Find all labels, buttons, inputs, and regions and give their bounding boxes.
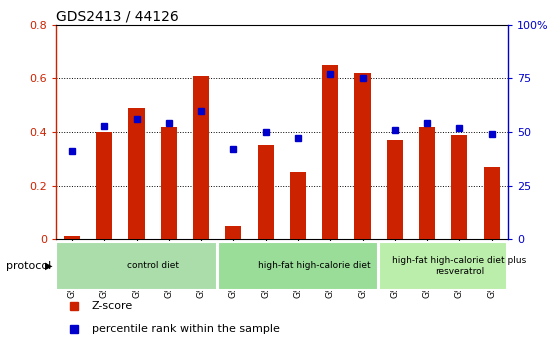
Bar <box>64 236 80 239</box>
Bar <box>419 127 435 239</box>
Bar <box>387 140 403 239</box>
Text: GDS2413 / 44126: GDS2413 / 44126 <box>56 10 179 24</box>
Bar <box>218 242 378 290</box>
Bar <box>379 242 507 290</box>
Bar <box>484 167 500 239</box>
Bar <box>322 65 338 239</box>
Bar <box>258 145 274 239</box>
Bar <box>451 135 468 239</box>
Bar <box>193 76 209 239</box>
Bar <box>290 172 306 239</box>
Bar <box>96 132 112 239</box>
Bar <box>354 73 371 239</box>
Bar <box>161 127 177 239</box>
Text: Z-score: Z-score <box>92 301 133 311</box>
Text: control diet: control diet <box>127 261 179 270</box>
Text: percentile rank within the sample: percentile rank within the sample <box>92 325 280 335</box>
Text: ▶: ▶ <box>45 261 52 271</box>
Text: protocol: protocol <box>6 261 51 271</box>
Bar <box>56 242 217 290</box>
Bar <box>225 226 242 239</box>
Text: high-fat high-calorie diet: high-fat high-calorie diet <box>258 261 371 270</box>
Text: high-fat high-calorie diet plus
resveratrol: high-fat high-calorie diet plus resverat… <box>392 256 527 276</box>
Bar <box>128 108 145 239</box>
